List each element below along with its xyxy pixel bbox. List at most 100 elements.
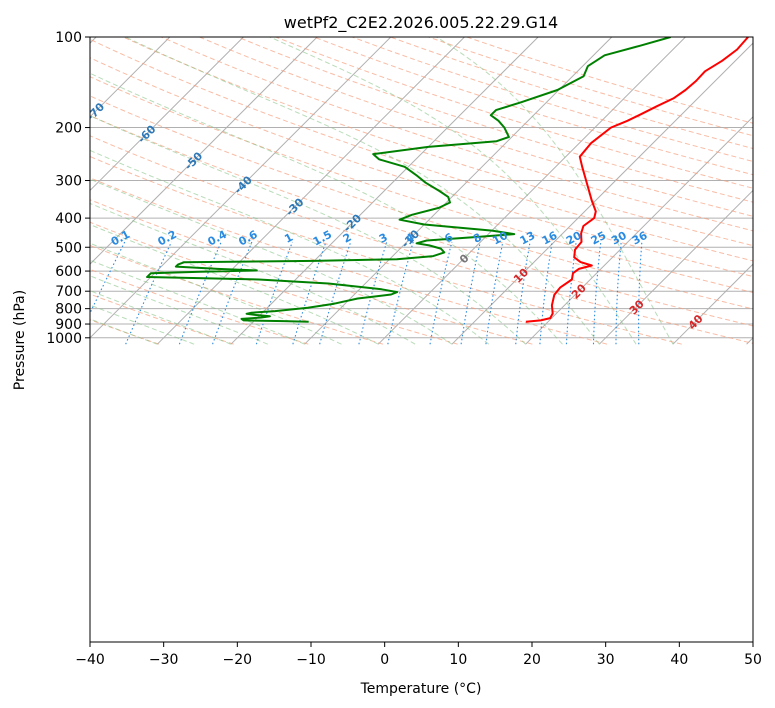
- dry-adiabat: [90, 199, 533, 345]
- x-axis-label: Temperature (°C): [360, 681, 482, 697]
- x-tick-label: −30: [149, 652, 179, 668]
- isotherm: [90, 37, 318, 265]
- moist-adiabat: [90, 242, 342, 345]
- dry-adiabat: [90, 221, 458, 345]
- mixing-ratio-line: [358, 241, 388, 345]
- moist-adiabat: [90, 304, 195, 345]
- x-tick-label: 0: [380, 652, 389, 668]
- dry-adiabat: [466, 37, 753, 124]
- dry-adiabat: [90, 244, 384, 345]
- y-tick-label: 800: [55, 302, 82, 318]
- mixing-ratio-line: [387, 241, 414, 345]
- y-tick-label: 500: [55, 240, 82, 256]
- x-tick-label: 20: [523, 652, 541, 668]
- moist-adiabat: [90, 275, 268, 345]
- x-tick-label: 40: [670, 652, 688, 668]
- moist-adiabat: [436, 37, 674, 345]
- y-tick-label: 1000: [46, 331, 82, 347]
- dry-adiabat: [313, 37, 753, 176]
- moist-adiabat: [90, 72, 563, 345]
- dry-adiabat: [275, 37, 753, 189]
- isotherm: [598, 189, 753, 345]
- chart-title: wetPf2_C2E2.2026.005.22.29.G14: [284, 13, 558, 33]
- dry-adiabat: [90, 95, 753, 310]
- mixing-ratio-line: [319, 241, 352, 345]
- dry-adiabat: [161, 37, 753, 232]
- profile-line-1: [525, 37, 749, 323]
- axes: −40 −30 −20 −10 0 10 20 30 40 5010020030040050060…: [46, 30, 762, 668]
- dry-adiabat: [90, 177, 608, 345]
- mixing-ratio-label: 30: [609, 229, 629, 248]
- dry-adiabat: [352, 37, 753, 162]
- dry-adiabat: [199, 37, 753, 217]
- x-tick-label: −20: [223, 652, 253, 668]
- moist-adiabat: [90, 290, 232, 345]
- moist-adiabat: [269, 37, 637, 345]
- mixing-ratio-line: [592, 241, 602, 345]
- isotherm: [672, 263, 753, 345]
- moist-adiabat: [90, 149, 490, 345]
- mixing-ratio-line: [255, 241, 293, 345]
- moist-adiabat: [90, 224, 379, 345]
- x-tick-label: 50: [744, 652, 762, 668]
- moist-adiabat: [90, 259, 305, 345]
- isotherm: [377, 37, 686, 345]
- y-tick-label: 100: [55, 30, 82, 46]
- mixing-ratio-line: [638, 241, 643, 345]
- moist-adiabat: [125, 37, 600, 345]
- y-axis-label: Pressure (hPa): [12, 290, 28, 390]
- dry-adiabat: [122, 37, 753, 247]
- moist-adiabat: [90, 178, 453, 345]
- isotherm-label: 30: [627, 297, 647, 317]
- dry-adiabat: [390, 37, 753, 150]
- dry-adiabat: [90, 115, 753, 327]
- dry-adiabat: [90, 293, 234, 345]
- mixing-ratio-label: 36: [630, 229, 650, 248]
- dry-adiabat: [237, 37, 753, 203]
- dry-adiabat: [90, 135, 753, 344]
- dry-adiabat: [90, 155, 682, 345]
- mixing-ratio-line: [460, 241, 481, 345]
- y-tick-label: 400: [55, 211, 82, 227]
- dry-adiabat: [428, 37, 753, 137]
- mixing-ratio-label: 20: [564, 229, 584, 248]
- isotherm-label: 20: [569, 281, 589, 301]
- mixing-ratio-line: [178, 241, 222, 345]
- dry-adiabat: [90, 319, 160, 345]
- dry-adiabat: [90, 76, 753, 294]
- dry-adiabat: [90, 57, 753, 277]
- moist-adiabat: [90, 202, 416, 345]
- isotherm: [525, 116, 753, 345]
- isotherm: [230, 37, 539, 345]
- mixing-ratio-label: 0.4: [206, 228, 230, 249]
- mixing-ratio-label: 16: [540, 229, 560, 248]
- dry-adiabat: [90, 38, 753, 262]
- mixing-ratio-line: [565, 241, 577, 345]
- moist-adiabat: [90, 115, 526, 345]
- mixing-ratio-line: [539, 241, 553, 345]
- isotherm: [451, 42, 753, 345]
- isotherm: [746, 337, 753, 345]
- isotherm-label: 40: [686, 312, 706, 332]
- mixing-ratio-label: 8: [471, 231, 484, 246]
- y-tick-label: 300: [55, 174, 82, 190]
- mixing-ratio-line: [429, 241, 453, 345]
- isotherm: [90, 37, 244, 192]
- isotherm-label: -80: [32, 78, 55, 101]
- mixing-ratio-label: 10: [490, 229, 510, 248]
- mixing-ratio-label: 13: [518, 229, 538, 248]
- profile-line-2: [146, 37, 671, 323]
- profile-lines: [146, 37, 749, 323]
- mixing-ratio-label: 25: [589, 229, 609, 248]
- x-tick-label: −40: [75, 652, 105, 668]
- isotherm: [90, 37, 392, 339]
- mixing-ratio-line: [212, 241, 253, 345]
- background-lines: [90, 37, 753, 345]
- mixing-ratio-line: [615, 241, 622, 345]
- y-tick-label: 200: [55, 121, 82, 137]
- x-tick-label: 10: [449, 652, 467, 668]
- isotherm-label: 0: [457, 251, 472, 266]
- y-tick-label: 600: [55, 264, 82, 280]
- mixing-ratio-line: [485, 241, 504, 345]
